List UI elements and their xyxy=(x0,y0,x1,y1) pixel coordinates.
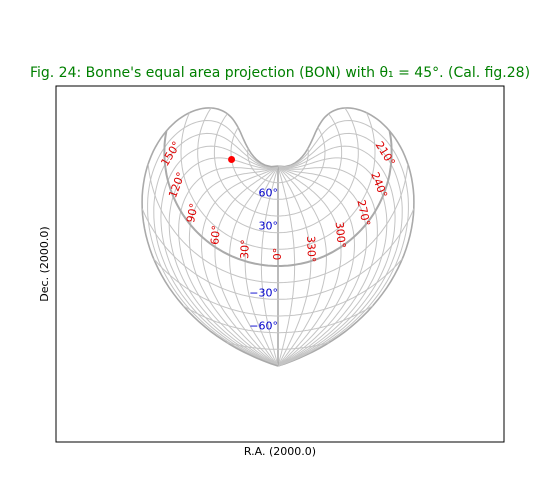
lat-tick-label: −30° xyxy=(249,286,278,299)
parallel xyxy=(153,258,403,317)
parallel xyxy=(163,130,393,267)
axes-frame xyxy=(55,85,505,443)
lat-tick-label: −60° xyxy=(249,320,278,333)
parallel xyxy=(141,208,415,300)
x-axis-label: R.A. (2000.0) xyxy=(244,445,316,458)
parallel xyxy=(213,113,343,217)
parallel xyxy=(180,112,376,250)
lon-tick-label: 270° xyxy=(354,199,372,228)
parallel xyxy=(226,342,330,350)
parallel xyxy=(247,148,309,184)
lon-tick-label: 30° xyxy=(238,239,252,259)
parallel xyxy=(182,305,374,334)
position-marker xyxy=(228,155,236,163)
lat-tick-label: 30° xyxy=(259,220,279,233)
parallel xyxy=(197,107,359,234)
lon-tick-label: 60° xyxy=(208,225,223,246)
lon-tick-label: 0° xyxy=(271,248,284,261)
lon-tick-label: 300° xyxy=(333,221,348,249)
parallel xyxy=(147,163,409,284)
y-axis-label: Dec. (2000.0) xyxy=(38,226,51,301)
lon-tick-label: 330° xyxy=(304,236,318,263)
lat-tick-label: 60° xyxy=(259,186,279,199)
chart-title: Fig. 24: Bonne's equal area projection (… xyxy=(30,65,530,81)
lon-tick-label: 90° xyxy=(184,202,201,224)
